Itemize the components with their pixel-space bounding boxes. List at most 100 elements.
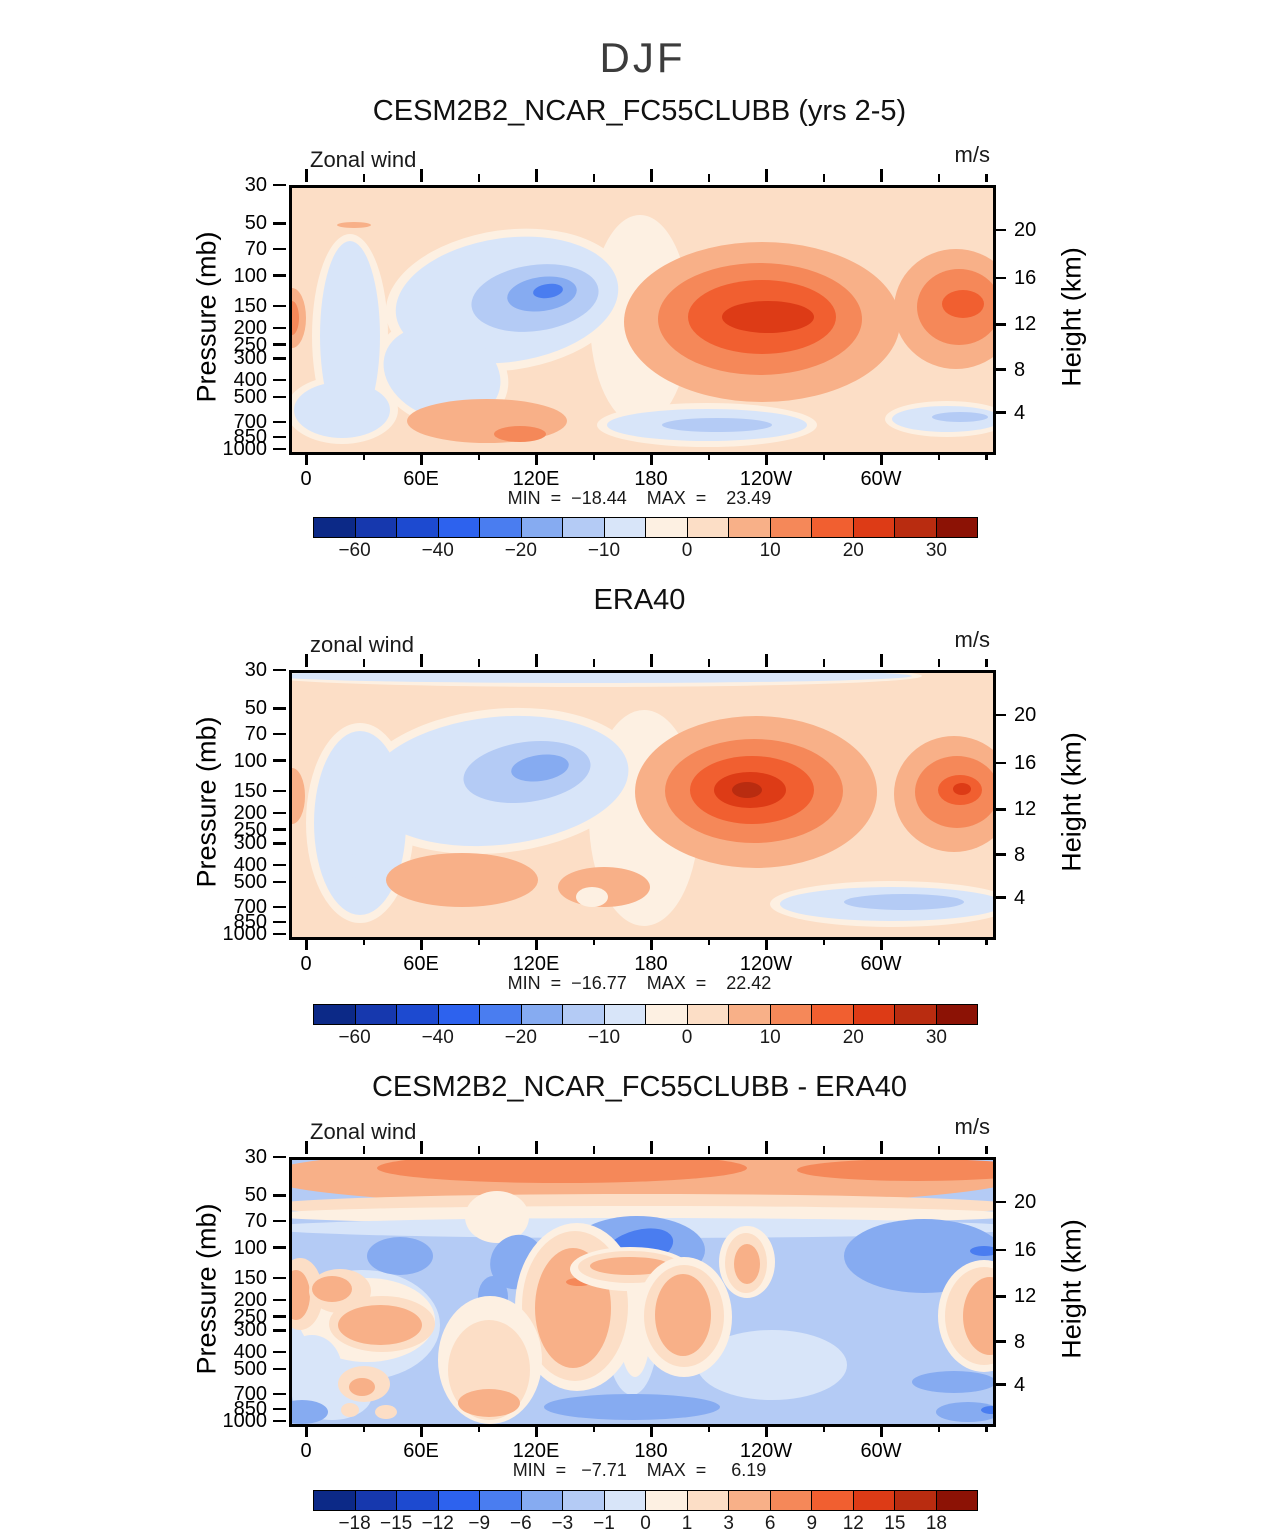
x-tick	[420, 1141, 423, 1154]
colorbar-segment	[354, 1004, 397, 1025]
pressure-tick	[273, 789, 286, 793]
colorbar-segment	[313, 517, 356, 538]
pressure-tick	[273, 274, 286, 277]
x-tick	[765, 937, 768, 950]
x-tick	[985, 659, 988, 667]
x-tick	[937, 659, 940, 667]
x-tick	[362, 1146, 365, 1154]
contour-region	[797, 1160, 993, 1181]
colorbar-label: −12	[421, 1513, 454, 1531]
x-tick	[420, 169, 423, 182]
x-tick	[592, 937, 595, 945]
field-label: Zonal wind	[310, 1119, 417, 1144]
colorbar-segment	[520, 1004, 563, 1025]
x-tick-label: 60E	[403, 953, 439, 975]
x-tick	[650, 452, 653, 465]
contour-region	[544, 1394, 720, 1420]
field-label: zonal wind	[310, 632, 414, 657]
x-tick-label: 120W	[739, 468, 793, 490]
height-tick	[993, 1383, 1006, 1386]
contour-region	[292, 301, 299, 335]
pressure-tick	[273, 420, 286, 424]
colorbar-segment	[396, 1004, 439, 1025]
height-tick-label: 20	[1014, 703, 1037, 726]
pressure-tick	[273, 1276, 286, 1280]
height-tick	[993, 1340, 1006, 1343]
contour-region	[375, 1405, 397, 1419]
contour-region	[942, 290, 984, 318]
x-tick	[880, 1141, 883, 1154]
pressure-tick-label: 300	[233, 1319, 267, 1342]
pressure-tick	[273, 707, 286, 710]
colorbar-segment	[603, 1004, 646, 1025]
colorbar-label: 20	[842, 540, 864, 561]
pressure-tick-label: 250	[233, 333, 267, 356]
colorbar-segment	[728, 1490, 771, 1511]
x-tick	[535, 937, 538, 950]
colorbar-segment	[313, 1490, 356, 1511]
pressure-tick	[273, 932, 286, 936]
height-tick	[993, 808, 1006, 811]
x-tick	[305, 654, 308, 667]
contour-region	[337, 854, 371, 878]
colorbar-segment	[769, 517, 812, 538]
pressure-tick-label: 700	[233, 1383, 267, 1406]
height-tick-label: 8	[1014, 843, 1026, 866]
x-tick-label: 60E	[403, 1440, 439, 1462]
pressure-tick-label: 50	[244, 697, 267, 720]
colorbar-segment	[437, 1004, 480, 1025]
x-tick-label: 60E	[403, 468, 439, 490]
pressure-tick	[273, 378, 286, 382]
pressure-tick	[273, 343, 286, 346]
x-tick	[362, 174, 365, 182]
pressure-tick	[273, 183, 286, 187]
contour-region	[341, 1403, 359, 1417]
colorbar-segment	[520, 517, 563, 538]
colorbar-label: −10	[587, 540, 621, 561]
height-tick	[993, 323, 1006, 326]
panel-title: ERA40	[593, 584, 686, 616]
colorbar-segment	[686, 1490, 729, 1511]
contour-region	[932, 412, 988, 422]
contour-region	[662, 418, 772, 432]
x-tick	[362, 1424, 365, 1432]
x-tick	[937, 937, 940, 945]
pressure-tick	[273, 668, 286, 672]
minmax-readout: MIN = −18.44 MAX = 23.49	[507, 488, 772, 508]
pressure-tick-label: 300	[233, 347, 267, 370]
pressure-tick	[273, 828, 286, 831]
x-tick	[822, 659, 825, 667]
x-tick	[650, 937, 653, 950]
x-tick-label: 60W	[860, 468, 902, 490]
contour-region	[349, 1378, 375, 1396]
x-tick	[937, 1424, 940, 1432]
pressure-tick	[273, 1298, 286, 1302]
pressure-tick-label: 30	[244, 659, 267, 681]
colorbar-label: 1	[681, 1513, 693, 1531]
contour-region	[655, 1274, 711, 1356]
colorbar-label: 10	[759, 1027, 781, 1048]
contour-region	[936, 1402, 993, 1422]
contour-region	[292, 673, 912, 683]
height-tick-label: 8	[1014, 358, 1026, 381]
pressure-tick-label: 70	[244, 1209, 267, 1232]
pressure-tick-label: 200	[233, 1288, 267, 1311]
pressure-tick	[273, 811, 286, 815]
colorbar-segment	[769, 1004, 812, 1025]
colorbar	[313, 1004, 978, 1025]
x-tick-label: 180	[634, 953, 668, 975]
colorbar-label: −15	[380, 1513, 413, 1531]
colorbar-label: 18	[925, 1513, 948, 1531]
x-tick	[765, 1424, 768, 1437]
colorbar-segment	[645, 1490, 688, 1511]
x-tick	[420, 654, 423, 667]
x-tick	[535, 452, 538, 465]
x-tick	[305, 1424, 308, 1437]
height-tick	[993, 713, 1006, 717]
contour-region	[292, 1270, 310, 1320]
colorbar-label: 0	[640, 1513, 651, 1531]
colorbar-label: 9	[806, 1513, 818, 1531]
colorbar-label: 30	[925, 1027, 948, 1048]
colorbar-segment	[935, 1490, 978, 1511]
x-tick	[477, 1146, 480, 1154]
